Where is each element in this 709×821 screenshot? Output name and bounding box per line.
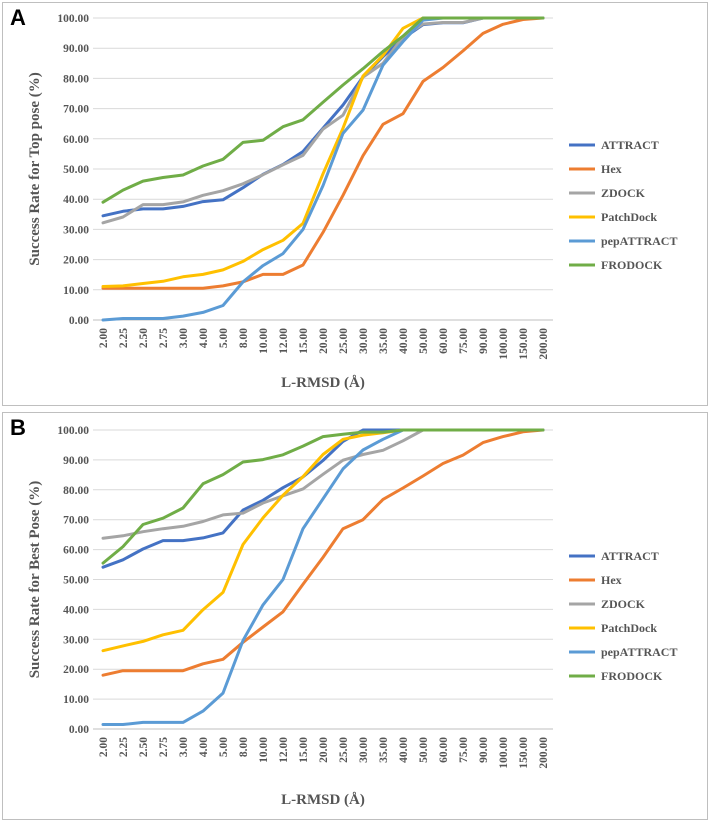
y-tick-label: 60.00: [63, 134, 89, 146]
x-tick-label: 30.00: [358, 737, 370, 763]
x-tick-label: 3.00: [178, 328, 190, 348]
x-tick-label: 10.00: [258, 737, 270, 763]
x-tick-label: 35.00: [378, 737, 390, 763]
legend-label-attract: ATTRACT: [601, 138, 659, 152]
y-tick-label: 100.00: [57, 13, 89, 25]
y-tick-label: 0.00: [69, 315, 89, 327]
x-tick-label: 15.00: [298, 737, 310, 763]
y-tick-label: 40.00: [63, 194, 89, 206]
x-tick-label: 35.00: [378, 328, 390, 354]
x-tick-label: 60.00: [438, 328, 450, 354]
y-tick-label: 20.00: [63, 255, 89, 267]
x-tick-label: 2.50: [138, 737, 150, 757]
legend-label-hex: Hex: [601, 573, 622, 587]
x-tick-label: 20.00: [318, 328, 330, 354]
x-tick-label: 150.00: [518, 328, 530, 360]
x-tick-label: 2.25: [118, 737, 130, 757]
x-tick-label: 50.00: [418, 737, 430, 763]
x-tick-label: 60.00: [438, 737, 450, 763]
x-tick-label: 3.00: [178, 737, 190, 757]
series-line-zdock: [101, 16, 545, 225]
y-tick-label: 60.00: [63, 545, 89, 557]
legend-label-pepattract: pepATTRACT: [601, 234, 677, 248]
series-line-hex: [101, 16, 545, 290]
x-tick-label: 10.00: [258, 328, 270, 354]
y-tick-label: 90.00: [63, 455, 89, 467]
x-tick-label: 2.00: [98, 737, 110, 757]
y-tick-label: 100.00: [57, 425, 89, 437]
x-tick-label: 40.00: [398, 328, 410, 354]
x-tick-label: 2.75: [158, 737, 170, 757]
panel-a: A 0.00 10.00 20.00 30.00 40.00 50.00 60.00 70.0…: [2, 2, 708, 406]
x-tick-label: 150.00: [518, 737, 530, 769]
legend-label-zdock: ZDOCK: [601, 597, 646, 611]
series-line-frodock: [101, 428, 545, 565]
y-tick-label: 80.00: [63, 485, 89, 497]
panel-a-label: A: [10, 5, 26, 30]
series-line-hex: [101, 428, 545, 677]
x-tick-label: 12.00: [278, 737, 290, 763]
y-tick-label: 70.00: [63, 104, 89, 116]
chart-b: 0.00 10.00 20.00 30.00 40.00 50.00 60.00 70.00 8…: [27, 425, 677, 808]
x-tick-label: 90.00: [478, 737, 490, 763]
x-tick-label: 75.00: [458, 737, 470, 763]
x-tick-label: 15.00: [298, 328, 310, 354]
y-axis-title: Success Rate for Top pose (%): [27, 72, 43, 265]
legend-label-hex: Hex: [601, 162, 622, 176]
y-tick-label: 70.00: [63, 515, 89, 527]
x-tick-label: 75.00: [458, 328, 470, 354]
x-tick-label: 30.00: [358, 328, 370, 354]
x-tick-label: 4.00: [198, 328, 210, 348]
x-tick-label: 4.00: [198, 737, 210, 757]
y-tick-label: 30.00: [63, 224, 89, 236]
y-tick-label: 20.00: [63, 664, 89, 676]
x-tick-label: 2.25: [118, 328, 130, 348]
legend-label-frodock: FRODOCK: [601, 669, 663, 683]
x-tick-label: 200.00: [538, 737, 550, 769]
y-tick-label: 30.00: [63, 634, 89, 646]
x-tick-label: 100.00: [498, 328, 510, 360]
x-tick-label: 5.00: [218, 328, 230, 348]
x-tick-label: 2.75: [158, 328, 170, 348]
x-tick-label: 50.00: [418, 328, 430, 354]
x-tick-label: 2.00: [98, 328, 110, 348]
panel-b-label: B: [10, 415, 26, 440]
y-tick-label: 50.00: [63, 164, 89, 176]
x-axis-title: L-RMSD (Å): [281, 375, 365, 391]
x-tick-label: 25.00: [338, 328, 350, 354]
legend-label-patchdock: PatchDock: [601, 210, 657, 224]
x-tick-label: 20.00: [318, 737, 330, 763]
x-tick-label: 200.00: [538, 328, 550, 360]
x-tick-label: 12.00: [278, 328, 290, 354]
y-tick-label: 90.00: [63, 43, 89, 55]
legend-label-pepattract: pepATTRACT: [601, 645, 677, 659]
series-line-frodock: [101, 16, 545, 204]
chart-a: 0.00 10.00 20.00 30.00 40.00 50.00 60.00 70.00 8…: [27, 13, 677, 391]
x-tick-label: 25.00: [338, 737, 350, 763]
x-tick-label: 8.00: [238, 328, 250, 348]
y-tick-label: 10.00: [63, 285, 89, 297]
y-tick-label: 50.00: [63, 575, 89, 587]
x-tick-label: 5.00: [218, 737, 230, 757]
y-axis-title: Success Rate for Best Pose (%): [27, 481, 43, 679]
x-tick-label: 8.00: [238, 737, 250, 757]
x-axis-title: L-RMSD (Å): [281, 792, 365, 808]
legend-label-patchdock: PatchDock: [601, 621, 657, 635]
x-tick-label: 40.00: [398, 737, 410, 763]
y-tick-label: 40.00: [63, 604, 89, 616]
x-tick-label: 90.00: [478, 328, 490, 354]
legend-label-frodock: FRODOCK: [601, 258, 663, 272]
y-tick-label: 80.00: [63, 73, 89, 85]
y-tick-label: 0.00: [69, 724, 89, 736]
x-tick-label: 100.00: [498, 737, 510, 769]
legend-label-attract: ATTRACT: [601, 549, 659, 563]
x-tick-label: 2.50: [138, 328, 150, 348]
legend-label-zdock: ZDOCK: [601, 186, 646, 200]
series-line-patchdock: [101, 16, 545, 288]
y-tick-label: 10.00: [63, 694, 89, 706]
panel-b: B 0.00 10.00 20.00 30.00 40.00 50.00 60.00 70.0…: [2, 412, 708, 820]
